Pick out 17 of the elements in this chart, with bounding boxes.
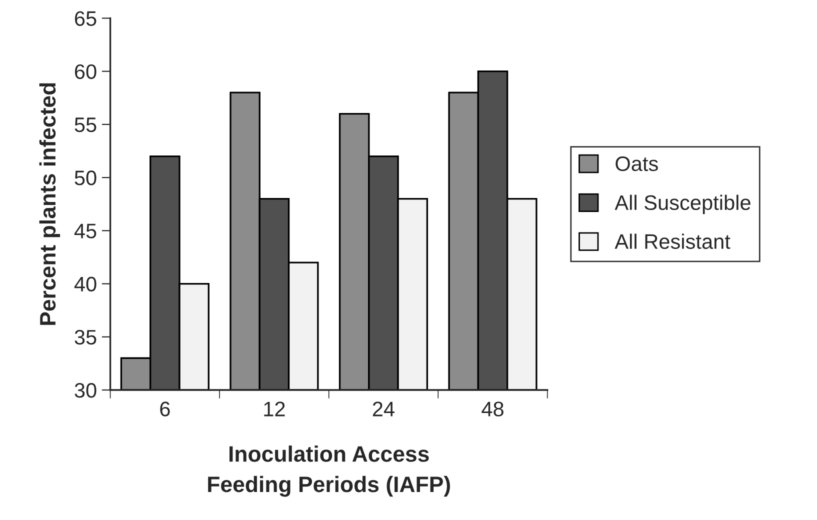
x-tick-label: 24 bbox=[372, 402, 394, 416]
x-tick-label: 12 bbox=[264, 402, 285, 416]
y-tick-label: 30 bbox=[74, 383, 96, 398]
x-tick-label: 48 bbox=[482, 402, 504, 416]
y-tick-label: 65 bbox=[74, 11, 96, 26]
y-tick-label: 50 bbox=[74, 170, 96, 186]
legend-label: All Susceptible bbox=[614, 194, 750, 214]
x-axis-title: Inoculation Access Feeding Periods (IAFP) bbox=[208, 446, 450, 497]
x-tick-label: 6 bbox=[160, 402, 170, 416]
y-axis-title: Percent plants infected bbox=[39, 83, 60, 325]
y-tick-label: 40 bbox=[74, 276, 96, 292]
y-tick-label: 35 bbox=[74, 330, 96, 345]
legend-label: All Resistant bbox=[614, 234, 730, 249]
y-tick-label: 60 bbox=[74, 64, 96, 80]
y-tick-label: 45 bbox=[74, 224, 96, 238]
y-tick-label: 55 bbox=[74, 118, 96, 132]
legend-label: Oats bbox=[616, 156, 658, 172]
